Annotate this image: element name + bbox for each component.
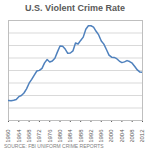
svg-text:2012: 2012 bbox=[139, 129, 145, 142]
svg-text:1972: 1972 bbox=[36, 129, 42, 142]
svg-text:1960: 1960 bbox=[5, 129, 11, 142]
svg-text:1988: 1988 bbox=[78, 129, 84, 142]
svg-text:1980: 1980 bbox=[57, 129, 63, 142]
svg-text:1968: 1968 bbox=[26, 129, 32, 142]
html-text:SOURCE: FBI UNIFORM CRIME REPO: SOURCE: FBI UNIFORM CRIME REPORTS bbox=[4, 143, 104, 149]
svg-text:2004: 2004 bbox=[119, 129, 125, 142]
svg-text:1984: 1984 bbox=[67, 129, 73, 142]
svg-text:1996: 1996 bbox=[98, 129, 104, 142]
svg-text:1964: 1964 bbox=[16, 129, 22, 142]
svg-text:1992: 1992 bbox=[88, 129, 94, 142]
svg-text:2000: 2000 bbox=[108, 129, 114, 142]
html-text:U.S. Violent Crime Rate: U.S. Violent Crime Rate bbox=[25, 3, 125, 13]
svg-text:2008: 2008 bbox=[129, 129, 135, 142]
svg-text:1976: 1976 bbox=[47, 129, 53, 142]
